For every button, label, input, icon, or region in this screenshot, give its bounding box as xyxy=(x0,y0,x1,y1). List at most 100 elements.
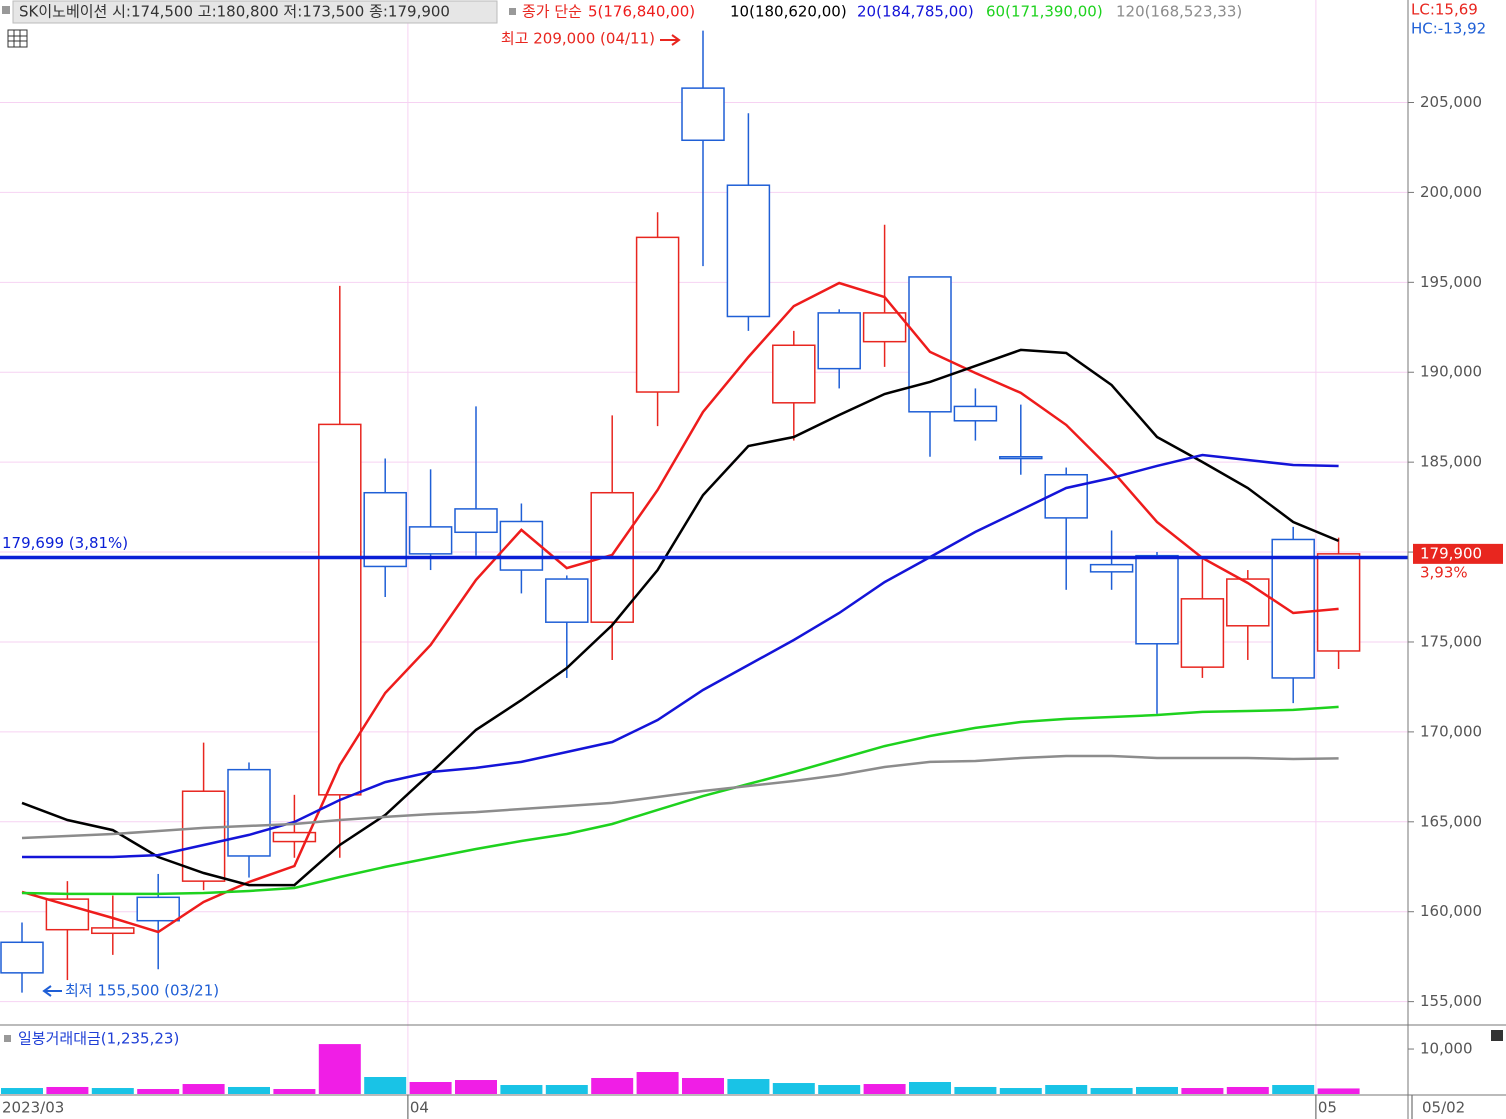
candle-body xyxy=(772,344,816,404)
volume-bar xyxy=(228,1086,270,1094)
candle-body xyxy=(1226,578,1270,627)
header-icon xyxy=(2,6,10,14)
legend-entry: 5(176,840,00) xyxy=(588,3,695,21)
low-annotation: 최저 155,500 (03/21) xyxy=(65,982,219,1000)
candle-body xyxy=(318,423,362,796)
candle-body xyxy=(1316,553,1361,652)
volume-bar xyxy=(636,1072,679,1094)
volume-bar xyxy=(772,1083,815,1094)
price-change: 3,93% xyxy=(1420,563,1468,581)
volume-bar xyxy=(999,1088,1042,1094)
legend-entry: 20(184,785,00) xyxy=(857,3,974,21)
candle-body xyxy=(681,87,725,142)
legend-entry: 10(180,620,00) xyxy=(730,3,847,21)
volume-bar xyxy=(818,1085,861,1094)
volume-bar xyxy=(364,1077,407,1094)
candle-body xyxy=(999,456,1043,460)
volume-bar xyxy=(318,1044,361,1094)
y-tick-label: 190,000 xyxy=(1420,363,1482,381)
candle-body xyxy=(45,898,90,931)
volume-bar xyxy=(1136,1086,1178,1094)
x-tick-label: 2023/03 xyxy=(2,1099,64,1117)
volume-bar xyxy=(954,1086,997,1094)
ma-line xyxy=(21,705,1339,896)
volume-bar xyxy=(591,1077,634,1094)
candle-body xyxy=(908,276,952,413)
volume-bar xyxy=(909,1081,951,1094)
high-arrow xyxy=(660,34,681,46)
x-tick-label: 05 xyxy=(1318,1099,1337,1117)
low-arrow xyxy=(42,985,62,997)
y-tick-label: 185,000 xyxy=(1420,453,1482,471)
header-box xyxy=(12,0,498,24)
volume-bar xyxy=(1045,1085,1088,1094)
volume-bar xyxy=(1090,1088,1133,1094)
candle-body xyxy=(1089,563,1134,573)
candle-body xyxy=(272,831,317,843)
table-icon[interactable] xyxy=(7,29,28,48)
price-line-label: 179,699 (3,81%) xyxy=(2,534,128,552)
y-tick-label: 170,000 xyxy=(1420,722,1482,740)
y-tick-label: 10,000 xyxy=(1420,1040,1473,1058)
high-annotation: 최고 209,000 (04/11) xyxy=(501,30,655,48)
volume-bar xyxy=(863,1084,906,1094)
close-button[interactable] xyxy=(1491,1030,1503,1041)
candle-body xyxy=(1271,538,1315,679)
volume-bar xyxy=(1272,1085,1315,1094)
volume-bar xyxy=(682,1077,724,1094)
volume-panel: 10,000 xyxy=(1,1040,1473,1094)
y-tick-label: 195,000 xyxy=(1420,273,1482,291)
volume-bar xyxy=(500,1085,543,1094)
volume-bar xyxy=(545,1085,588,1094)
volume-bar xyxy=(1226,1086,1269,1094)
price-tag-label: 179,900 xyxy=(1420,544,1482,562)
legend-icon xyxy=(509,8,516,15)
legend-entry: 60(171,390,00) xyxy=(986,3,1103,21)
volume-bar xyxy=(455,1080,497,1094)
candle-body xyxy=(862,312,907,343)
ma-line xyxy=(21,281,1339,934)
volume-bar xyxy=(1181,1088,1224,1094)
legend-prefix: 종가 단순 xyxy=(522,3,582,21)
candle-body xyxy=(726,184,771,318)
x-tick-label: 04 xyxy=(410,1099,429,1117)
candle-body xyxy=(91,927,135,935)
candle-body xyxy=(0,941,44,974)
current-date: 05/02 xyxy=(1422,1099,1465,1117)
volume-title: 일봉거래대금(1,235,23) xyxy=(18,1030,179,1048)
candle-body xyxy=(454,508,498,534)
candle-body xyxy=(408,526,453,555)
volume-bar xyxy=(182,1084,225,1094)
volume-bar xyxy=(91,1088,134,1094)
candle-body xyxy=(1180,598,1225,668)
candle-body xyxy=(545,578,589,623)
table-icon-frame xyxy=(7,29,28,48)
y-tick-label: 160,000 xyxy=(1420,902,1482,920)
volume-bar xyxy=(1,1088,43,1094)
candle-body xyxy=(1135,554,1179,645)
candle-body xyxy=(227,768,271,857)
candle-body xyxy=(181,790,226,882)
price-tag xyxy=(1413,543,1503,564)
candle-body xyxy=(363,491,407,568)
indicator-lc: LC:15,69 xyxy=(1411,1,1478,19)
volume-icon xyxy=(4,1035,11,1042)
legend-entry: 120(168,523,33) xyxy=(1116,3,1242,21)
candle-body xyxy=(1044,473,1088,519)
y-tick-label: 165,000 xyxy=(1420,812,1482,830)
y-tick-label: 175,000 xyxy=(1420,632,1482,650)
ma-line xyxy=(22,453,1339,859)
moving-averages xyxy=(21,281,1340,934)
volume-bar xyxy=(46,1086,89,1094)
indicator-hc: HC:-13,92 xyxy=(1411,20,1486,38)
candle-body xyxy=(635,236,680,393)
volume-bar xyxy=(137,1089,180,1094)
candle-body xyxy=(953,405,998,422)
volume-bar xyxy=(273,1089,316,1094)
y-tick-label: 155,000 xyxy=(1420,992,1482,1010)
table-icon-grid xyxy=(8,30,27,47)
ma-line xyxy=(21,754,1339,840)
volume-bar xyxy=(727,1079,770,1094)
y-tick-label: 200,000 xyxy=(1420,183,1482,201)
